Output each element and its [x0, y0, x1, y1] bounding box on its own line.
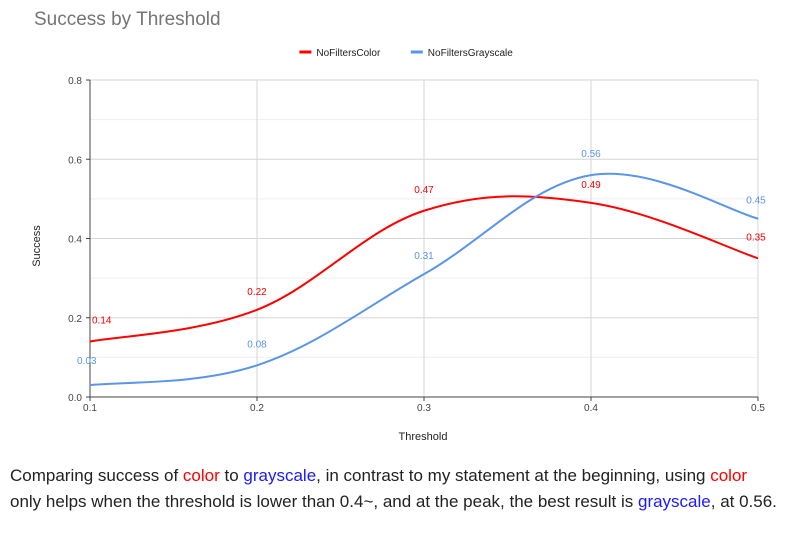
caption-text: Comparing success of	[10, 466, 183, 485]
x-tick-label: 0.4	[584, 403, 598, 414]
x-tick-label: 0.1	[83, 403, 97, 414]
axes	[86, 79, 759, 401]
caption-word-color: color	[710, 466, 748, 485]
y-tick-label: 0.2	[68, 314, 82, 325]
series-line-NoFiltersColor	[89, 195, 759, 343]
data-label: 0.45	[746, 196, 766, 207]
legend-label: NoFiltersGrayscale	[428, 48, 513, 59]
legend-label: NoFiltersColor	[316, 48, 381, 59]
legend[interactable]: NoFiltersColor NoFiltersGrayscale	[299, 48, 513, 59]
data-label: 0.56	[581, 149, 601, 160]
caption-paragraph: Comparing success of color to grayscale,…	[10, 463, 780, 515]
caption-text: only helps when the threshold is lower t…	[10, 492, 638, 511]
data-label: 0.47	[414, 185, 434, 196]
caption-text: , at 0.56.	[710, 492, 777, 511]
x-tick-label: 0.2	[250, 403, 264, 414]
line-chart: 0.14 0.22 0.47 0.49 0.35 0.03 0.08 0.31 0.56 0.45…	[31, 48, 766, 443]
series-lines	[89, 172, 759, 387]
caption-word-grayscale: grayscale	[243, 466, 317, 485]
caption-text: , in contrast to my statement at the beg…	[316, 466, 711, 485]
y-tick-label: 0.4	[68, 235, 82, 246]
data-label: 0.49	[581, 180, 601, 191]
tick-labels: 0.0 0.2 0.4 0.6 0.8 0.1 0.2 0.3 0.4 0.5	[68, 76, 765, 414]
caption-word-grayscale: grayscale	[637, 492, 711, 511]
x-axis-title: Threshold	[399, 431, 448, 443]
x-tick-label: 0.5	[751, 403, 765, 414]
y-tick-label: 0.6	[68, 155, 82, 166]
legend-item-NoFiltersGrayscale[interactable]: NoFiltersGrayscale	[410, 48, 513, 59]
series-line-NoFiltersGrayscale	[89, 172, 759, 387]
data-label: 0.14	[92, 316, 112, 327]
legend-item-NoFiltersColor[interactable]: NoFiltersColor	[299, 48, 381, 59]
caption-word-color: color	[182, 466, 220, 485]
data-label: 0.31	[414, 251, 434, 262]
chart-title: Success by Threshold	[34, 9, 221, 30]
data-label: 0.22	[247, 287, 267, 298]
data-labels: 0.14 0.22 0.47 0.49 0.35 0.03 0.08 0.31 0.56 0.45	[77, 149, 766, 367]
data-label: 0.03	[77, 356, 97, 367]
caption-text: to	[219, 466, 244, 485]
data-label: 0.35	[746, 232, 766, 243]
y-tick-label: 0.8	[68, 76, 82, 87]
y-axis-title: Success	[31, 225, 43, 267]
x-tick-label: 0.3	[417, 403, 431, 414]
data-label: 0.08	[247, 339, 267, 350]
y-tick-label: 0.0	[68, 393, 82, 404]
major-gridlines	[90, 79, 759, 397]
